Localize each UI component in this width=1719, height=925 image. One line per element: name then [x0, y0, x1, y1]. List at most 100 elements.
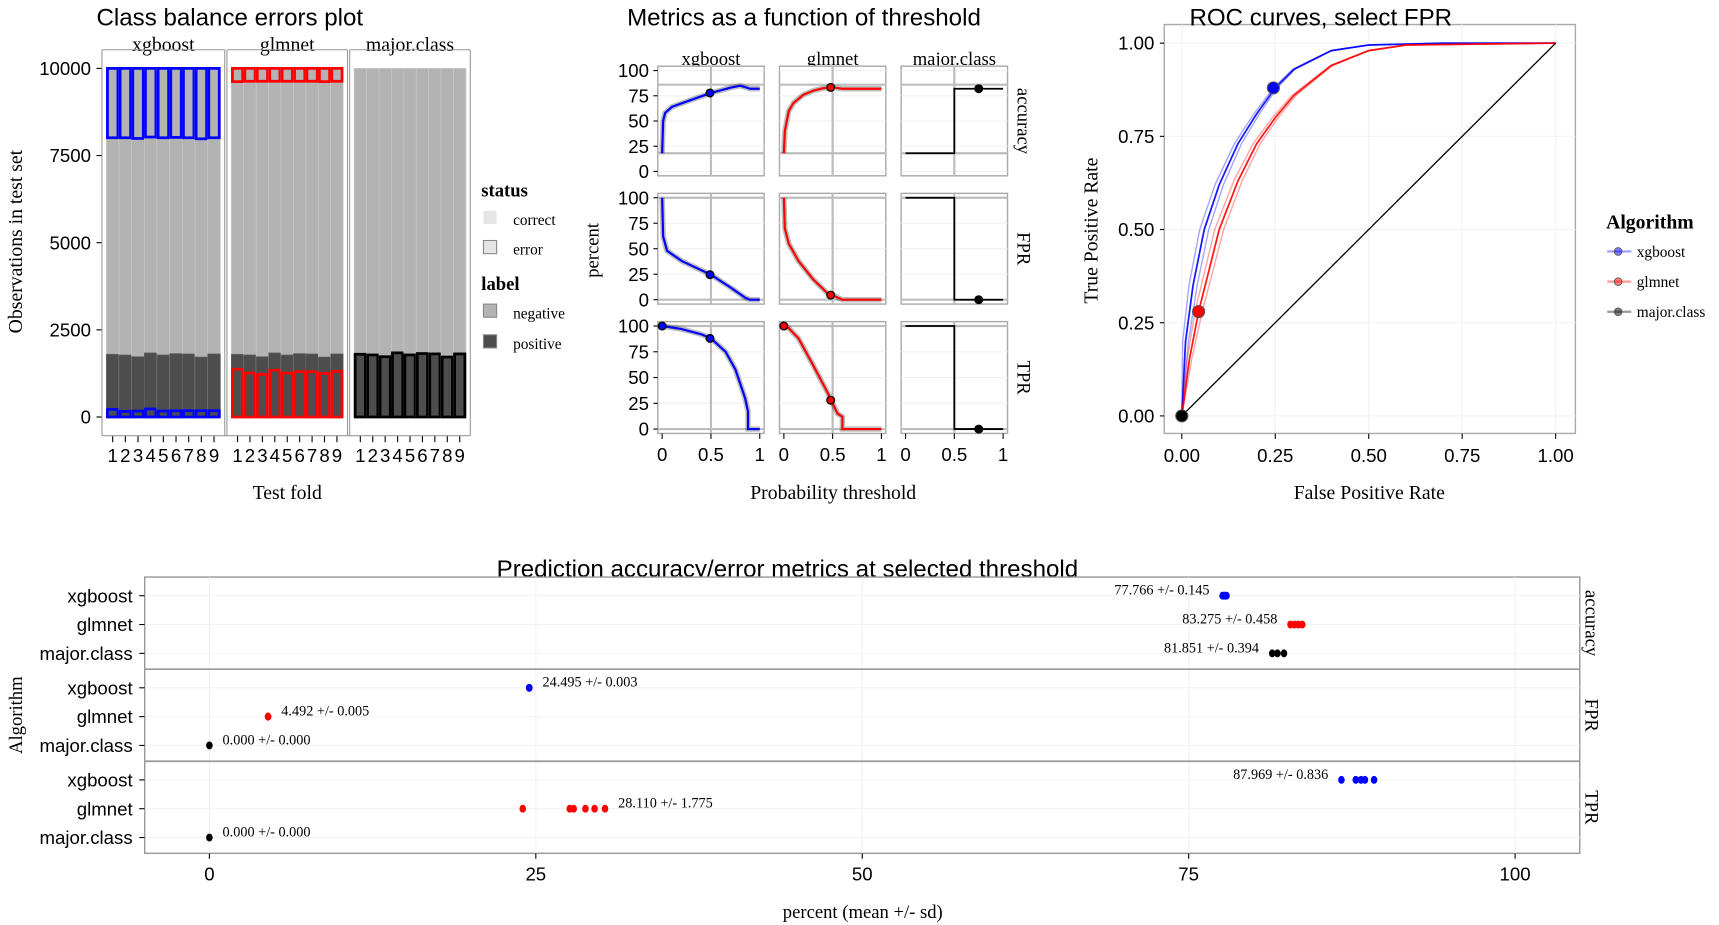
value-label: 24.495 +/- 0.003: [542, 675, 637, 691]
y-tick-label: 5000: [50, 232, 91, 253]
facet-label: glmnet: [807, 49, 860, 70]
roc-selected-point-glmnet: [1192, 304, 1206, 319]
y-tick-label: 100: [618, 60, 649, 81]
bar-positive: [106, 353, 120, 418]
y-tick-label: 100: [618, 187, 649, 208]
x-tick-label: 1: [355, 445, 365, 466]
legend-label: negative: [513, 305, 565, 322]
facet-label: major.class: [366, 34, 454, 56]
bar-error-positive: [156, 409, 170, 419]
x-tick-label: 6: [417, 445, 427, 466]
facet-label: xgboost: [132, 34, 195, 56]
x-tick-label: 0: [900, 444, 910, 465]
legend-key-point: [1613, 277, 1623, 286]
value-label: 77.766 +/- 0.145: [1114, 583, 1209, 599]
bar-error-negative: [106, 67, 120, 140]
bar-error-negative: [305, 67, 319, 83]
x-tick-label: 9: [455, 445, 465, 466]
bar-error-positive: [453, 352, 467, 419]
y-tick-label: 75: [628, 213, 649, 234]
bar-error-positive: [182, 409, 196, 419]
bar-positive: [156, 354, 171, 418]
fold-point-glmnet: [591, 804, 598, 813]
legend-key-point: [1613, 307, 1623, 317]
bar-error-negative: [231, 67, 245, 83]
x-tick-label: 0.25: [1257, 445, 1293, 466]
value-label: 83.275 +/- 0.458: [1182, 611, 1277, 627]
y-tick-label: 10000: [39, 58, 91, 79]
y-tick-label: xgboost: [67, 677, 133, 698]
fold-point-xgboost: [1223, 591, 1230, 600]
fold-point-glmnet: [601, 804, 609, 813]
bar-error-positive: [428, 352, 442, 419]
facet-row-label: FPR: [1580, 699, 1601, 733]
bar-error-negative: [156, 67, 170, 140]
bar-error-negative: [280, 67, 294, 83]
x-tick-label: 3: [380, 445, 390, 466]
x-tick-label: 25: [525, 864, 546, 885]
bar-error-positive: [353, 352, 367, 419]
legend-key-point: [1613, 247, 1623, 256]
x-tick-label: 50: [852, 864, 873, 885]
x-tick-label: 9: [209, 445, 219, 466]
selected-threshold-point: [705, 88, 715, 98]
legend-label: correct: [513, 212, 556, 229]
roc-curve-major.class: [1181, 42, 1557, 417]
value-label: 81.851 +/- 0.394: [1164, 640, 1259, 656]
y-tick-label: 0.00: [1118, 405, 1154, 426]
legend-key-positive: [482, 334, 498, 349]
legend-label: glmnet: [1637, 274, 1680, 291]
bar-error-positive: [391, 351, 405, 419]
value-label: 87.969 +/- 0.836: [1233, 767, 1328, 783]
y-tick-label: 0.25: [1118, 312, 1154, 333]
value-label: 0.000 +/- 0.000: [223, 732, 311, 748]
roc-selected-point-major.class: [1175, 409, 1189, 423]
bar-positive: [118, 354, 133, 418]
y-tick-label: 50: [628, 238, 649, 259]
y-tick-label: major.class: [39, 735, 132, 756]
fold-point-major.class: [1280, 649, 1288, 658]
selected-threshold-point: [657, 321, 667, 331]
x-tick-label: 0.50: [1351, 445, 1387, 466]
fold-point-xgboost: [1352, 775, 1360, 784]
y-tick-label: 25: [628, 393, 649, 414]
bar-error-negative: [330, 67, 344, 83]
y-axis-title: Algorithm: [6, 676, 27, 754]
y-tick-label: xgboost: [67, 585, 133, 606]
bar-positive: [194, 356, 209, 418]
x-tick-label: 8: [319, 445, 329, 466]
selected-threshold-point: [974, 84, 984, 94]
value-label: 0.000 +/- 0.000: [223, 824, 311, 840]
bar-error-negative: [182, 67, 196, 140]
bar-error-negative: [194, 67, 208, 141]
roc-curve-xgboost: [1180, 42, 1556, 416]
bar-error-negative: [118, 67, 132, 140]
bar-positive: [131, 356, 145, 418]
y-tick-label: 75: [628, 341, 649, 362]
bar-error-positive: [415, 352, 429, 419]
bar-error-positive: [293, 370, 307, 419]
bar-error-positive: [207, 409, 221, 419]
legend-key-negative: [482, 303, 498, 318]
bar-error-positive: [403, 353, 417, 419]
x-tick-label: 8: [442, 445, 452, 466]
bar-error-positive: [243, 371, 257, 419]
selected-threshold-point: [705, 333, 715, 343]
roc-selected-point-xgboost: [1266, 81, 1280, 95]
legend-key-error: [482, 239, 498, 255]
x-tick-label: 0: [204, 864, 214, 885]
x-tick-label: 1: [876, 444, 886, 465]
legend-key-correct: [483, 210, 497, 225]
x-axis-title: percent (mean +/- sd): [783, 902, 943, 923]
x-tick-label: 1: [998, 444, 1008, 465]
value-label: 4.492 +/- 0.005: [281, 704, 369, 720]
bar-error-negative: [207, 67, 221, 140]
x-tick-label: 4: [270, 445, 280, 466]
fold-point-glmnet: [519, 804, 527, 813]
legend-title: label: [481, 274, 519, 295]
y-axis-title: True Positive Rate: [1080, 157, 1102, 303]
y-tick-label: 0: [639, 419, 649, 440]
facet-row-label: accuracy: [1012, 88, 1033, 155]
fold-point-major.class: [1274, 649, 1281, 658]
x-tick-label: 1.00: [1538, 445, 1574, 466]
